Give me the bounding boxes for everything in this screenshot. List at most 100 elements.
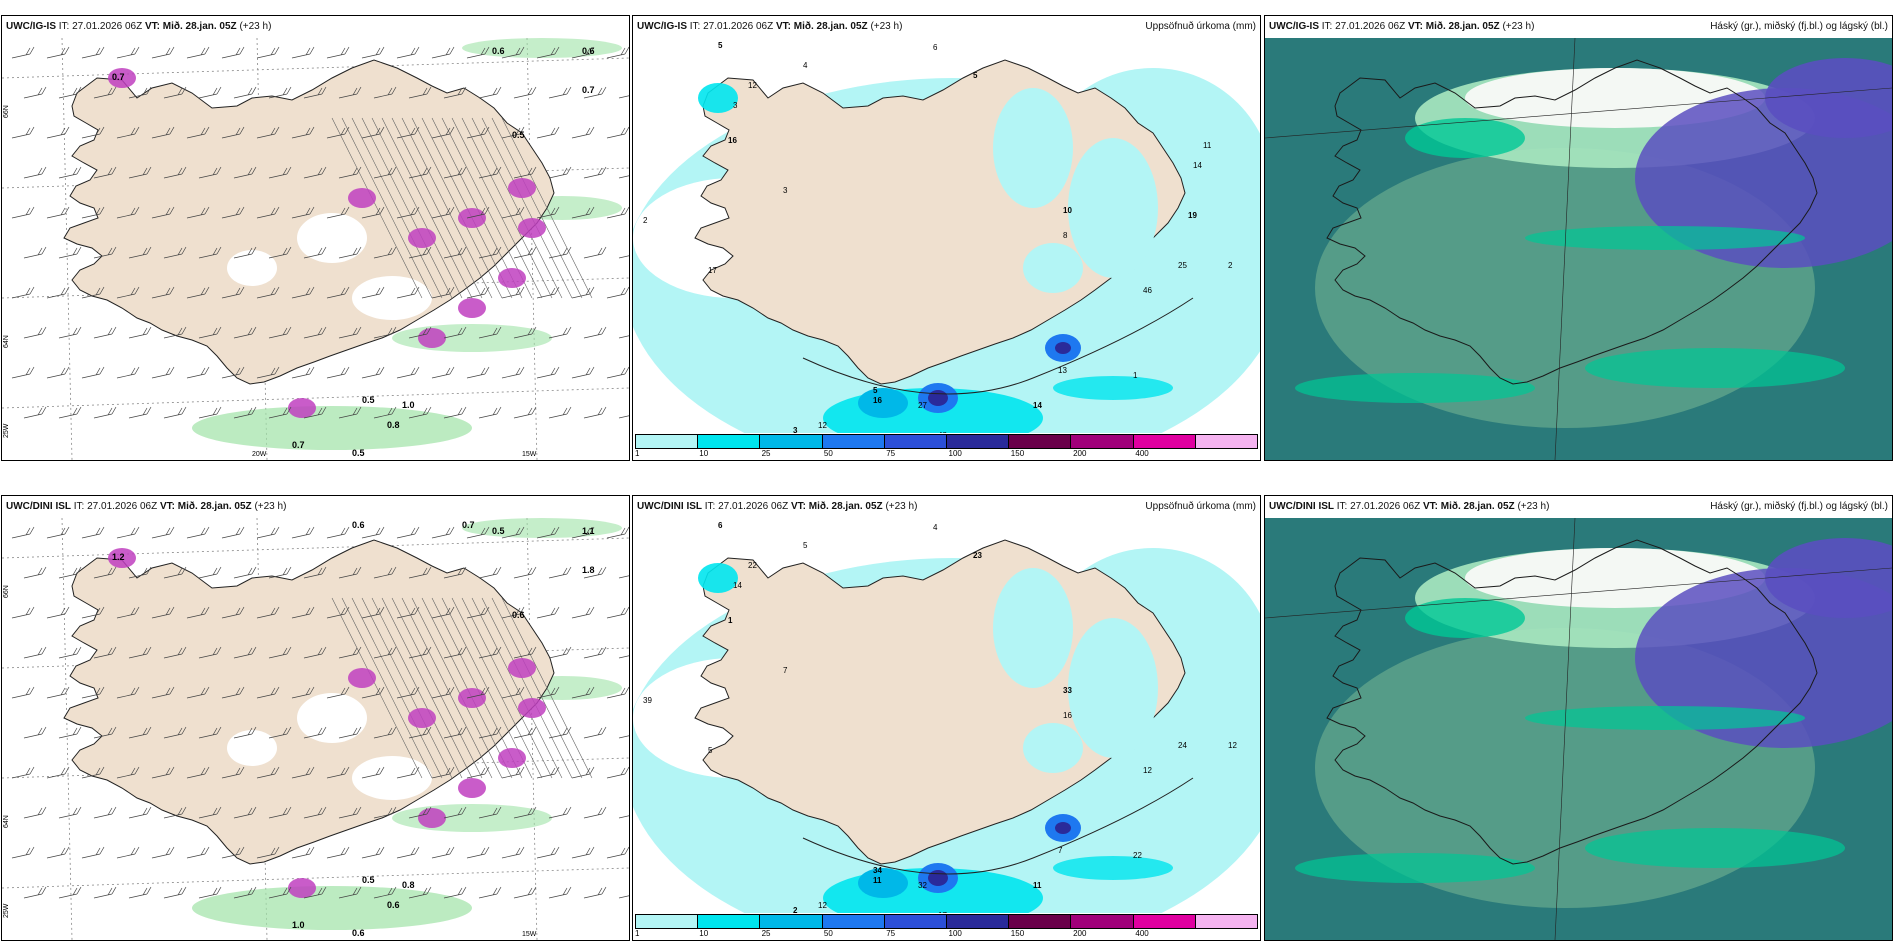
wind-barb xyxy=(338,166,362,179)
model-name: UWC/DINI ISL xyxy=(6,501,71,512)
legend-color-swatch xyxy=(1009,435,1072,448)
wind-barb xyxy=(151,126,175,139)
map-area: 6542314221572393211171211712342216332412 xyxy=(633,518,1260,940)
vt-value: Mið. 28.jan. 05Z xyxy=(162,21,237,32)
wind-barb xyxy=(163,806,187,819)
snow-depth-label: 0.7 xyxy=(582,85,595,95)
wind-barb xyxy=(326,686,350,699)
precip-value-label: 8 xyxy=(1063,231,1068,240)
precip-value-label: 1 xyxy=(728,616,733,625)
precip-value-label: 6 xyxy=(718,521,723,530)
hatch-line xyxy=(431,117,523,299)
wind-barb xyxy=(81,766,105,779)
wind-barb xyxy=(606,686,629,699)
wind-barb xyxy=(431,46,455,59)
wind-barb xyxy=(151,766,175,779)
hatch-line xyxy=(401,597,493,779)
wind-barb xyxy=(256,126,280,139)
wind-barb xyxy=(606,366,629,379)
heavy-snow-cell xyxy=(498,748,526,768)
wind-barb xyxy=(233,886,257,899)
precip-value-label: 19 xyxy=(1188,211,1197,220)
wind-barb xyxy=(303,326,327,339)
wind-barb xyxy=(536,206,560,219)
wind-barb xyxy=(548,806,572,819)
hatch-line xyxy=(401,117,493,299)
panel-title: Háský (gr.), miðský (fj.bl.) og lágský (… xyxy=(1710,501,1888,512)
wind-barb xyxy=(396,206,420,219)
heavy-snow-cell xyxy=(288,398,316,418)
panel-title: Uppsöfnuð úrkoma (mm) xyxy=(1145,21,1256,32)
wind-barb xyxy=(256,46,280,59)
iceland-outline xyxy=(1326,59,1818,385)
legend-tick-label: 400 xyxy=(1135,449,1149,458)
legend-tick-label: 150 xyxy=(1010,929,1025,938)
wind-barb xyxy=(198,406,222,419)
wind-barb xyxy=(128,326,152,339)
wind-barb xyxy=(256,366,280,379)
wind-barb xyxy=(81,526,105,539)
wind-barb xyxy=(338,246,362,259)
wind-barb xyxy=(93,726,117,739)
legend-tick-label: 75 xyxy=(886,929,896,938)
wind-barb xyxy=(46,526,70,539)
wind-barb xyxy=(93,886,117,899)
precip-value-label: 33 xyxy=(1063,686,1072,695)
precip-value-label: 39 xyxy=(643,696,652,705)
it-value: 27.01.2026 06Z xyxy=(718,501,789,512)
hatch-line xyxy=(371,117,463,299)
hatch-line xyxy=(481,597,573,779)
hatch-line xyxy=(391,597,483,779)
heavy-snow-cell xyxy=(418,328,446,348)
wind-barb xyxy=(186,606,210,619)
wind-barb xyxy=(466,766,490,779)
wind-barb xyxy=(443,726,467,739)
wind-barb xyxy=(198,886,222,899)
wind-barb xyxy=(186,686,210,699)
snow-depth-label: 1.0 xyxy=(402,400,415,410)
wind-barb xyxy=(338,806,362,819)
wind-barb xyxy=(408,726,432,739)
precip-value-label: 2 xyxy=(643,216,648,225)
hatch-line xyxy=(411,117,503,299)
wind-barb xyxy=(221,366,245,379)
map-area: 1.2 0.5 1.1 1.8 0.6 0.8 0.6 0.5 1.0 0.6 0.6 0.7 66N 6… xyxy=(2,518,629,940)
precip-value-label: 10 xyxy=(1063,206,1072,215)
wind-barb xyxy=(583,166,607,179)
wind-barb xyxy=(373,86,397,99)
precip-area xyxy=(928,870,948,886)
wind-barb xyxy=(233,726,257,739)
wind-barb xyxy=(233,86,257,99)
longitude-gridline xyxy=(61,38,73,460)
wind-barb xyxy=(618,95,629,99)
wind-barb xyxy=(151,526,175,539)
wind-barb xyxy=(431,286,455,299)
legend-color-swatch xyxy=(884,915,948,928)
wind-barb xyxy=(443,806,467,819)
wind-barb xyxy=(501,366,525,379)
legend-color-swatch xyxy=(884,435,948,448)
precip-value-label: 5 xyxy=(708,746,713,755)
wind-barb xyxy=(256,526,280,539)
mid-cloud-band xyxy=(1525,226,1805,250)
latitude-label: 66N xyxy=(3,585,10,598)
wind-barb xyxy=(268,806,292,819)
wind-barb xyxy=(186,766,210,779)
legend-color-swatch xyxy=(760,915,823,928)
vt-label: VT: xyxy=(790,501,806,512)
precip-value-label: 12 xyxy=(748,81,757,90)
wind-barb xyxy=(93,246,117,259)
wind-barb xyxy=(233,246,257,259)
wind-barb xyxy=(361,126,385,139)
wind-barb xyxy=(536,686,560,699)
wind-barb xyxy=(408,326,432,339)
precip-area xyxy=(1023,723,1083,773)
longitude-gridline xyxy=(526,518,538,940)
wind-barb xyxy=(431,606,455,619)
wind-barb xyxy=(23,566,47,579)
wind-barb xyxy=(116,286,140,299)
lead-time: (+23 h) xyxy=(1517,501,1550,512)
precip-value-label: 5 xyxy=(973,71,978,80)
hatch-line xyxy=(361,117,453,299)
wind-barb xyxy=(536,286,560,299)
